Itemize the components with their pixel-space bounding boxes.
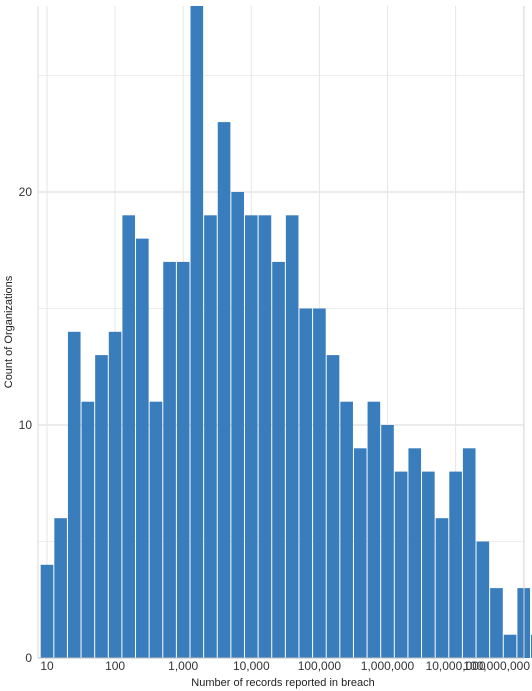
y-tick-label: 0 <box>25 651 32 665</box>
histogram-bar <box>108 331 122 658</box>
histogram-bar <box>503 634 517 658</box>
histogram-bar <box>381 425 394 658</box>
histogram-bar <box>122 215 136 659</box>
histogram-bar <box>67 331 81 658</box>
histogram-bar <box>244 215 258 659</box>
histogram-bar <box>326 355 340 658</box>
histogram-bar <box>149 401 163 658</box>
x-tick-label: 100,000,000 <box>463 659 530 673</box>
histogram-bar <box>40 564 54 658</box>
histogram-bar <box>422 471 435 658</box>
histogram-bar <box>190 6 204 658</box>
y-axis-title: Count of Organizations <box>3 275 15 388</box>
histogram-bar <box>258 215 272 659</box>
x-tick-label: 100,000 <box>298 659 342 673</box>
y-tick-label: 10 <box>19 418 33 432</box>
histogram-bar <box>490 588 503 658</box>
histogram-bar <box>449 471 462 658</box>
x-tick-label: 10,000 <box>233 659 270 673</box>
histogram-bar <box>476 541 490 658</box>
x-axis-title: Number of records reported in breach <box>191 677 374 689</box>
x-axis-ticks: 10 100 1,000 10,000 100,000 1,000,000 10,000,0… <box>40 659 530 673</box>
histogram-bar <box>95 355 108 658</box>
histogram-bar <box>394 471 408 658</box>
histogram-bar <box>272 261 285 658</box>
histogram-bar <box>176 261 190 658</box>
histogram-bar <box>217 122 231 659</box>
histogram-bar <box>462 448 476 658</box>
y-tick-label: 20 <box>19 185 33 199</box>
x-tick-label: 10,000,000 <box>426 659 486 673</box>
histogram-bar <box>313 308 326 658</box>
x-tick-label: 1,000 <box>168 659 198 673</box>
x-tick-label: 10 <box>40 659 54 673</box>
y-axis-ticks: 0 10 20 <box>19 185 33 665</box>
histogram-bar <box>435 518 449 658</box>
histogram-bar <box>353 448 367 658</box>
histogram-bar <box>367 401 381 658</box>
histogram-bar <box>340 401 353 658</box>
histogram-bar <box>285 215 299 659</box>
histogram-bar <box>163 261 176 658</box>
histogram-bar <box>136 238 149 658</box>
histogram-bar <box>54 518 67 658</box>
x-tick-label: 100 <box>105 659 125 673</box>
histogram-bar <box>231 192 244 658</box>
histogram-bar <box>204 215 217 659</box>
histogram-bar <box>408 448 422 658</box>
x-tick-label: 1,000,000 <box>361 659 415 673</box>
histogram-bar <box>81 401 95 658</box>
histogram-bar <box>299 308 313 658</box>
